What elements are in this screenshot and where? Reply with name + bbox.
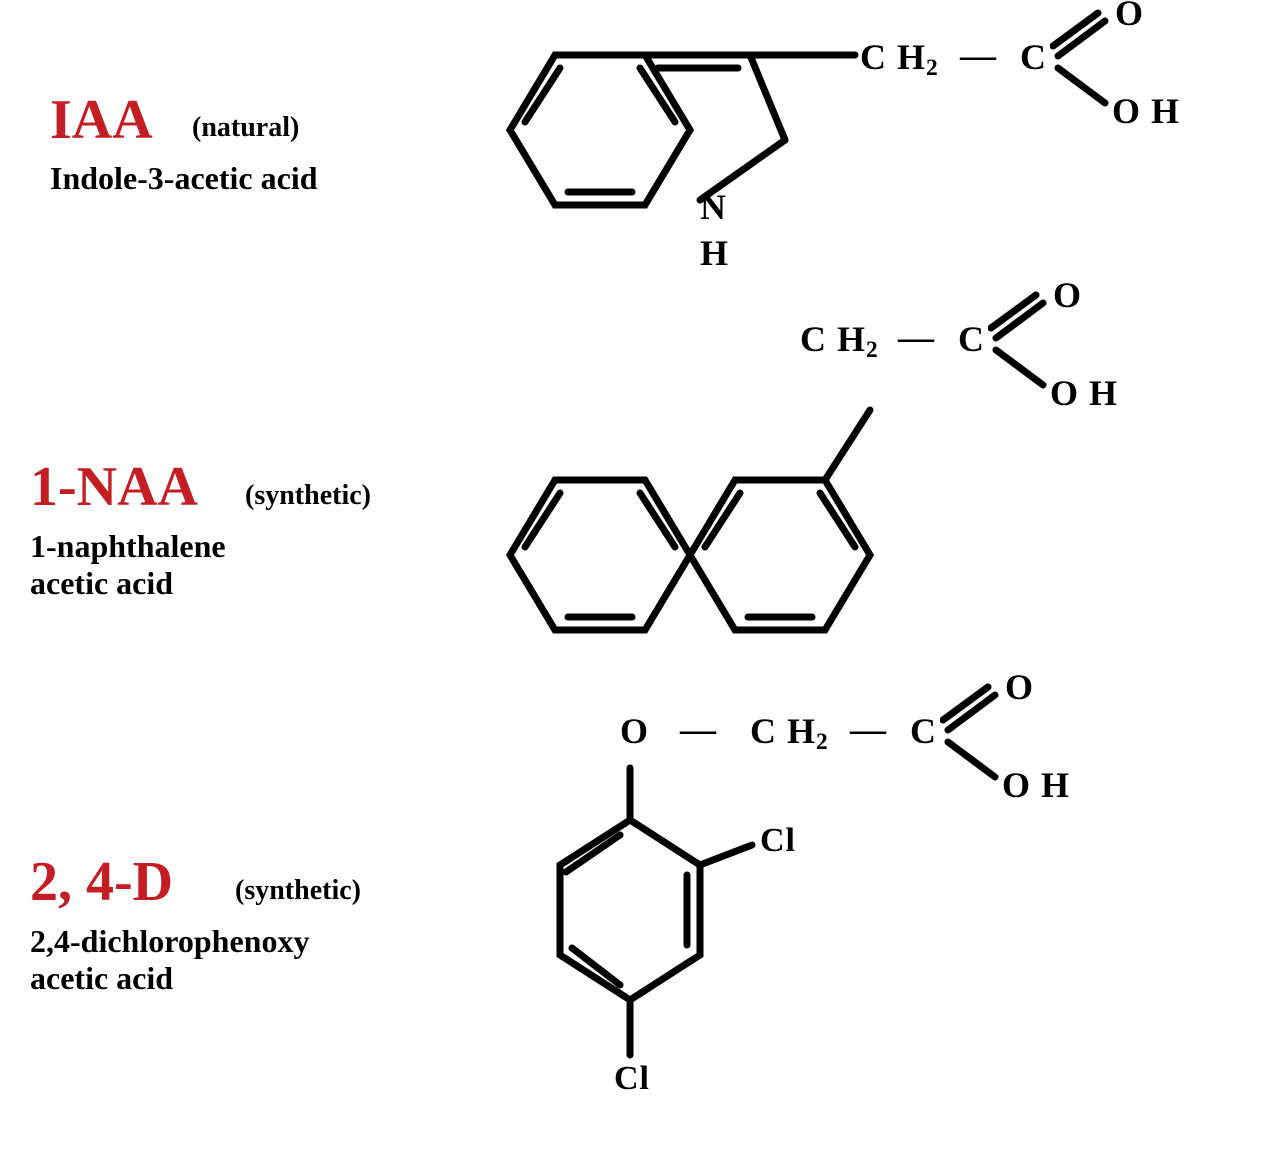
d24-o-ether: O — [620, 710, 649, 752]
d24-oh: O H — [1002, 764, 1070, 806]
compound-3-abbr: 2, 4-D — [30, 850, 173, 914]
iaa-h-label: H — [700, 232, 729, 274]
iaa-oh: O H — [1112, 90, 1180, 132]
naa-oh: O H — [1050, 372, 1118, 414]
compound-1-note: (natural) — [192, 112, 299, 144]
d24-bond-ch2-c: — — [850, 708, 887, 750]
compound-3-fullname-line1: 2,4-dichlorophenoxy — [30, 923, 309, 960]
d24-bond-o-ch2: — — [680, 708, 717, 750]
naa-o-double: O — [1053, 274, 1082, 316]
iaa-ch2-label: C H2 — [860, 36, 939, 82]
compound-1-abbr: IAA — [50, 88, 153, 152]
iaa-o-double: O — [1115, 0, 1144, 34]
naa-ch2-label: C H2 — [800, 318, 879, 364]
compound-3-fullname-line2: acetic acid — [30, 960, 173, 997]
compound-1-fullname: Indole-3-acetic acid — [50, 160, 318, 197]
compound-3-note: (synthetic) — [235, 875, 361, 907]
iaa-bond-1: — — [960, 34, 997, 76]
d24-cl-ortho: Cl — [760, 822, 796, 860]
d24-o-double: O — [1005, 666, 1034, 708]
d24-cl-para: Cl — [614, 1060, 650, 1098]
d24-c-label: C — [910, 710, 937, 752]
compound-2-fullname-line2: acetic acid — [30, 565, 173, 602]
naa-c-label: C — [958, 318, 985, 360]
d24-ch2-label: C H2 — [750, 710, 829, 756]
compound-2-fullname-line1: 1-naphthalene — [30, 528, 226, 565]
naa-bond-1: — — [898, 316, 935, 358]
compound-1-structure — [440, 10, 1100, 290]
figure-canvas: IAA (natural) Indole-3-acetic acid C H2 … — [0, 0, 1280, 1151]
compound-2-note: (synthetic) — [245, 480, 371, 512]
iaa-c-label: C — [1020, 36, 1047, 78]
compound-2-structure — [440, 400, 960, 700]
iaa-n-label: N — [700, 186, 727, 228]
compound-3-structure — [470, 760, 870, 1150]
naa-chain-link — [865, 362, 915, 422]
compound-2-abbr: 1-NAA — [30, 455, 198, 519]
